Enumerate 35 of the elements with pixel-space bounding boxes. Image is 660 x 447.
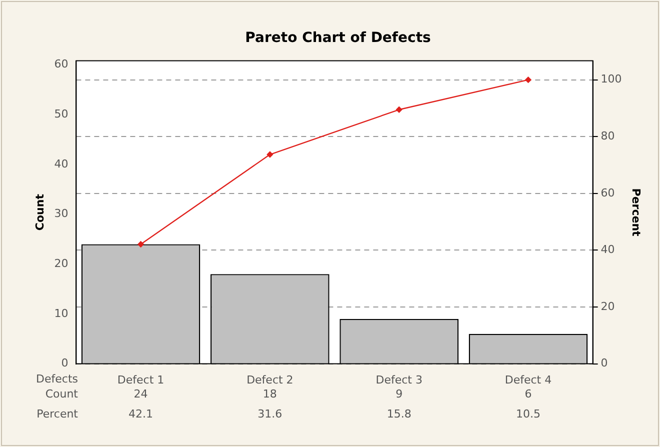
y2-tick-label: 40 bbox=[600, 243, 615, 256]
chart-title: Pareto Chart of Defects bbox=[245, 30, 431, 46]
y2-tick-label: 60 bbox=[600, 186, 615, 200]
text: Percent bbox=[36, 408, 79, 421]
data-label: 24 bbox=[134, 388, 148, 401]
y2-tick-label: 0 bbox=[600, 356, 608, 370]
x-axis-title: Defects bbox=[36, 372, 78, 386]
y-tick-label: 50 bbox=[54, 107, 68, 120]
y-tick-label: 30 bbox=[54, 207, 68, 220]
point bbox=[266, 151, 274, 158]
point bbox=[396, 106, 402, 113]
text: 42.1 bbox=[128, 408, 154, 421]
x-tick-label: Defect 3 bbox=[376, 373, 422, 386]
y-tick-label: 0 bbox=[61, 356, 68, 370]
text: 31.6 bbox=[258, 408, 282, 421]
y-tick-label: 60 bbox=[54, 58, 68, 71]
point bbox=[525, 76, 532, 83]
x-tick-label: Defect 1 bbox=[117, 373, 164, 386]
text: 10.5 bbox=[516, 408, 540, 421]
text: Count bbox=[45, 388, 79, 401]
y-axis-title: Count bbox=[33, 194, 46, 231]
y-tick-label: 10 bbox=[54, 306, 68, 320]
y-tick-label: 20 bbox=[54, 256, 68, 270]
data-label: 9 bbox=[396, 388, 403, 401]
point bbox=[138, 241, 144, 248]
x-tick-label: Defect 4 bbox=[504, 373, 552, 386]
y2-tick-label: 20 bbox=[600, 300, 615, 313]
y-tick-label: 40 bbox=[54, 157, 68, 170]
x-tick-label: Defect 2 bbox=[246, 373, 294, 386]
data-label: 6 bbox=[524, 388, 532, 401]
y2-tick-label: 80 bbox=[600, 129, 615, 142]
y2-tick-label: 100 bbox=[600, 72, 622, 86]
text: 15.8 bbox=[386, 408, 412, 421]
data-label: 18 bbox=[262, 388, 277, 401]
y2-axis-title: Percent bbox=[630, 188, 643, 236]
